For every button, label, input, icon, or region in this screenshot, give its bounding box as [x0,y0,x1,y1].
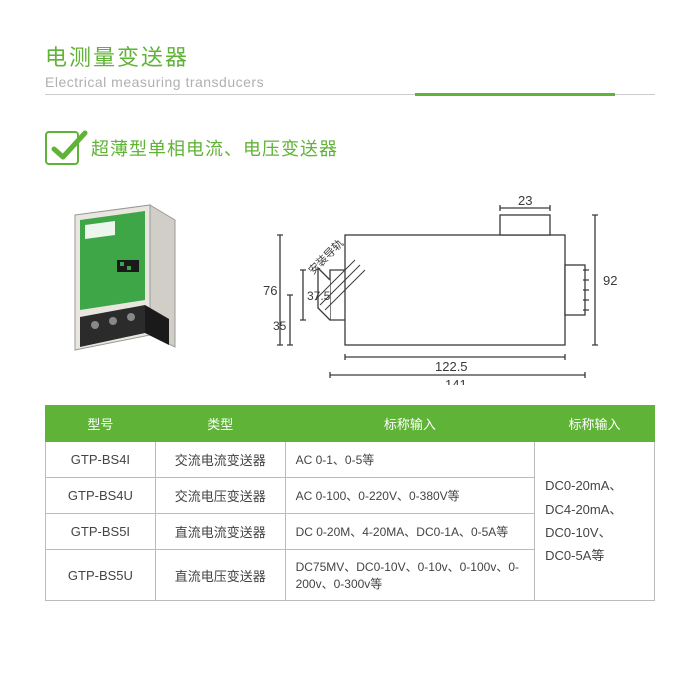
cell-type: 交流电压变送器 [155,478,285,514]
title-chinese: 电测量变送器 [45,40,655,72]
dim-35: 35 [273,319,287,333]
cell-type: 交流电流变送器 [155,442,285,478]
dimension-diagram: 安装导轨 23 92 76 37.5 35 122.5 [225,195,585,375]
dim-122-5: 122.5 [435,359,468,374]
spec-table: 型号 类型 标称输入 标称输入 GTP-BS4I 交流电流变送器 AC 0-1、… [45,405,655,601]
cell-type: 直流电流变送器 [155,514,285,550]
section-name: 超薄型单相电流、电压变送器 [91,135,338,161]
dim-37-5: 37.5 [307,289,331,303]
cell-nominal: AC 0-100、0-220V、0-380V等 [285,478,535,514]
title-underline [45,94,655,96]
page-header: 电测量变送器 Electrical measuring transducers [0,0,700,101]
product-photo [45,195,185,375]
cell-nominal: AC 0-1、0-5等 [285,442,535,478]
dim-76: 76 [263,283,277,298]
th-nominal: 标称输入 [285,406,535,442]
cell-type: 直流电压变送器 [155,550,285,601]
table-header-row: 型号 类型 标称输入 标称输入 [46,406,655,442]
th-type: 类型 [155,406,285,442]
checkmark-icon [45,131,79,165]
cell-nominal: DC 0-20M、4-20MA、DC0-1A、0-5A等 [285,514,535,550]
dim-92: 92 [603,273,617,288]
dim-23: 23 [518,195,532,208]
dim-rail-label: 安装导轨 [305,236,346,277]
cell-model: GTP-BS5I [46,514,156,550]
figure-row: 安装导轨 23 92 76 37.5 35 122.5 [45,195,700,375]
title-english: Electrical measuring transducers [45,74,655,90]
dim-141: 141 [445,377,467,385]
cell-model: GTP-BS4I [46,442,156,478]
section-title-row: 超薄型单相电流、电压变送器 [45,131,700,165]
cell-output: DC0-20mA、DC4-20mA、DC0-10V、DC0-5A等 [535,442,655,601]
table-row: GTP-BS4I 交流电流变送器 AC 0-1、0-5等 DC0-20mA、DC… [46,442,655,478]
th-model: 型号 [46,406,156,442]
cell-model: GTP-BS4U [46,478,156,514]
cell-model: GTP-BS5U [46,550,156,601]
cell-nominal: DC75MV、DC0-10V、0-10v、0-100v、0-200v、0-300… [285,550,535,601]
th-output: 标称输入 [535,406,655,442]
